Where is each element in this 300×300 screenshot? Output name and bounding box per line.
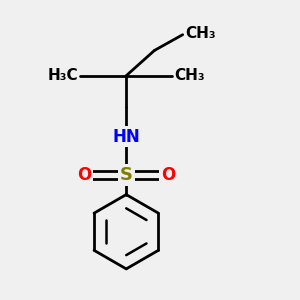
Text: H₃C: H₃C [48,68,79,83]
Text: S: S [120,166,133,184]
Text: O: O [77,166,92,184]
Text: O: O [161,166,175,184]
Text: CH₃: CH₃ [185,26,216,41]
Text: HN: HN [112,128,140,146]
Text: CH₃: CH₃ [174,68,204,83]
